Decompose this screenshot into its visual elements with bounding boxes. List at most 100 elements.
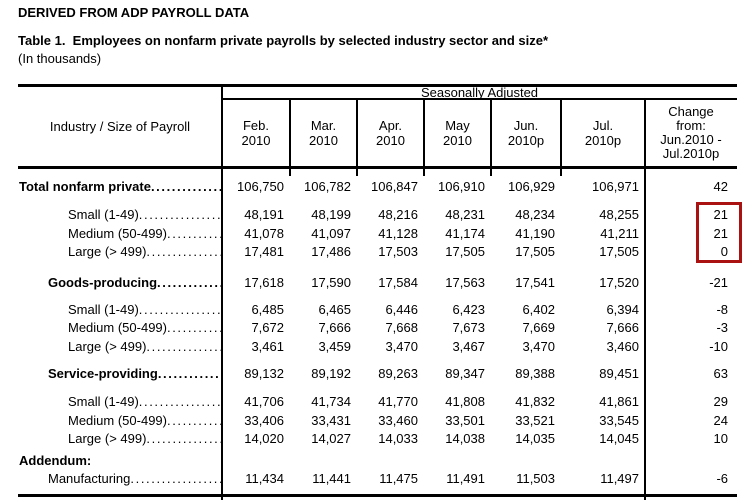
table-row: Total nonfarm private...................… — [18, 177, 737, 197]
row-label: Addendum: — [18, 452, 222, 470]
value-cell: 17,505 — [599, 244, 639, 259]
change-value-cell: 42 — [713, 179, 728, 194]
row-spacer — [18, 292, 737, 301]
row-spacer — [18, 169, 737, 177]
table-row: Addendum: — [18, 452, 737, 470]
value-cell: 17,584 — [378, 274, 418, 290]
table-top-rule — [18, 84, 737, 87]
change-value-cell: 21 — [713, 225, 728, 241]
value-cell: 48,234 — [515, 207, 555, 222]
dot-leader: ........................................… — [146, 338, 222, 354]
row-label: Small (1-49)............................… — [18, 301, 222, 320]
month-column-header: Jun. 2010p — [507, 118, 545, 148]
row-label: Small (1-49)............................… — [18, 206, 222, 225]
row-label-text: Addendum: — [19, 452, 92, 468]
row-label: Medium (50-499).........................… — [18, 225, 222, 244]
value-cell: 7,673 — [452, 320, 485, 335]
row-header: Industry / Size of Payroll — [49, 119, 191, 134]
value-cell — [222, 452, 290, 470]
value-cell: 14,020 — [244, 431, 284, 446]
value-cell: 41,706 — [244, 394, 284, 409]
value-cell: 14,045 — [599, 431, 639, 446]
row-spacer — [18, 383, 737, 393]
value-cell: 41,832 — [515, 394, 555, 409]
value-cell: 48,231 — [445, 207, 485, 222]
dot-leader: ........................................… — [146, 431, 222, 446]
table-row: Small (1-49)............................… — [18, 301, 737, 320]
value-cell: 7,666 — [318, 320, 351, 335]
value-cell: 17,563 — [445, 274, 485, 290]
value-cell: 33,521 — [515, 412, 555, 428]
table-row: Small (1-49)............................… — [18, 206, 737, 225]
value-cell: 89,263 — [378, 366, 418, 381]
month-divider-rule — [423, 100, 425, 176]
row-label-text: Small (1-49) — [68, 394, 139, 409]
month-divider-rule — [356, 100, 358, 176]
value-cell: 11,441 — [312, 470, 351, 486]
row-label-text: Small (1-49) — [68, 207, 139, 222]
value-cell — [424, 452, 491, 470]
value-cell: 7,672 — [251, 320, 284, 335]
dot-leader: ........................................… — [157, 274, 222, 290]
value-cell: 106,910 — [438, 179, 485, 194]
value-cell: 41,211 — [600, 225, 639, 241]
value-cell — [290, 452, 357, 470]
value-cell: 106,750 — [237, 179, 284, 194]
units-note: (In thousands) — [18, 51, 102, 66]
value-cell: 17,505 — [445, 244, 485, 259]
value-cell: 11,497 — [600, 470, 639, 486]
row-label-text: Large (> 499) — [68, 431, 147, 446]
month-column-header: May 2010 — [443, 118, 472, 148]
dot-leader: ........................................… — [167, 320, 222, 335]
value-cell: 7,669 — [522, 320, 555, 335]
value-cell: 106,929 — [508, 179, 555, 194]
value-cell: 33,501 — [445, 412, 485, 428]
month-column-header: Mar. 2010 — [309, 118, 338, 148]
dot-leader: ........................................… — [138, 301, 222, 317]
report-kicker: DERIVED FROM ADP PAYROLL DATA — [18, 5, 250, 20]
value-cell: 89,347 — [445, 366, 485, 381]
value-cell: 48,255 — [599, 207, 639, 222]
row-label: Total nonfarm private...................… — [18, 177, 222, 197]
value-cell: 11,434 — [245, 470, 284, 486]
month-divider-rule — [560, 100, 562, 176]
group-header-underline — [222, 98, 737, 100]
month-column-header: Apr. 2010 — [376, 118, 405, 148]
value-cell: 7,666 — [606, 320, 639, 335]
row-label: Medium (50-499).........................… — [18, 412, 222, 431]
value-cell — [561, 452, 645, 470]
table-body: Total nonfarm private...................… — [18, 169, 737, 488]
value-cell: 89,192 — [311, 366, 351, 381]
table-row: Service-providing.......................… — [18, 364, 737, 383]
table-row: Medium (50-499).........................… — [18, 225, 737, 244]
row-label: Manufacturing...........................… — [18, 470, 222, 489]
dot-leader: ........................................… — [167, 412, 222, 428]
value-cell: 17,618 — [244, 274, 284, 290]
value-cell: 3,470 — [522, 338, 555, 354]
table-row: Manufacturing...........................… — [18, 470, 737, 489]
value-cell: 11,503 — [516, 470, 555, 486]
value-cell: 33,460 — [378, 412, 418, 428]
value-cell: 41,808 — [445, 394, 485, 409]
change-value-cell: 10 — [713, 431, 728, 446]
value-cell: 11,475 — [379, 470, 418, 486]
change-value-cell: 24 — [713, 412, 728, 428]
table-row: Large (> 499)...........................… — [18, 430, 737, 449]
value-cell: 48,216 — [378, 207, 418, 222]
change-column-rule — [644, 98, 646, 500]
value-cell: 89,388 — [515, 366, 555, 381]
table-row: Large (> 499)...........................… — [18, 243, 737, 262]
value-cell: 41,770 — [378, 394, 418, 409]
value-cell: 41,078 — [244, 225, 284, 241]
value-cell: 3,461 — [251, 338, 284, 354]
row-label: Small (1-49)............................… — [18, 393, 222, 412]
value-cell: 17,590 — [311, 274, 351, 290]
value-cell: 6,423 — [452, 301, 485, 317]
value-cell: 89,132 — [244, 366, 284, 381]
value-cell: 41,174 — [445, 225, 485, 241]
value-cell: 3,459 — [318, 338, 351, 354]
row-label-text: Small (1-49) — [68, 301, 139, 317]
value-cell: 14,027 — [311, 431, 351, 446]
month-column-header: Jul. 2010p — [584, 118, 622, 148]
